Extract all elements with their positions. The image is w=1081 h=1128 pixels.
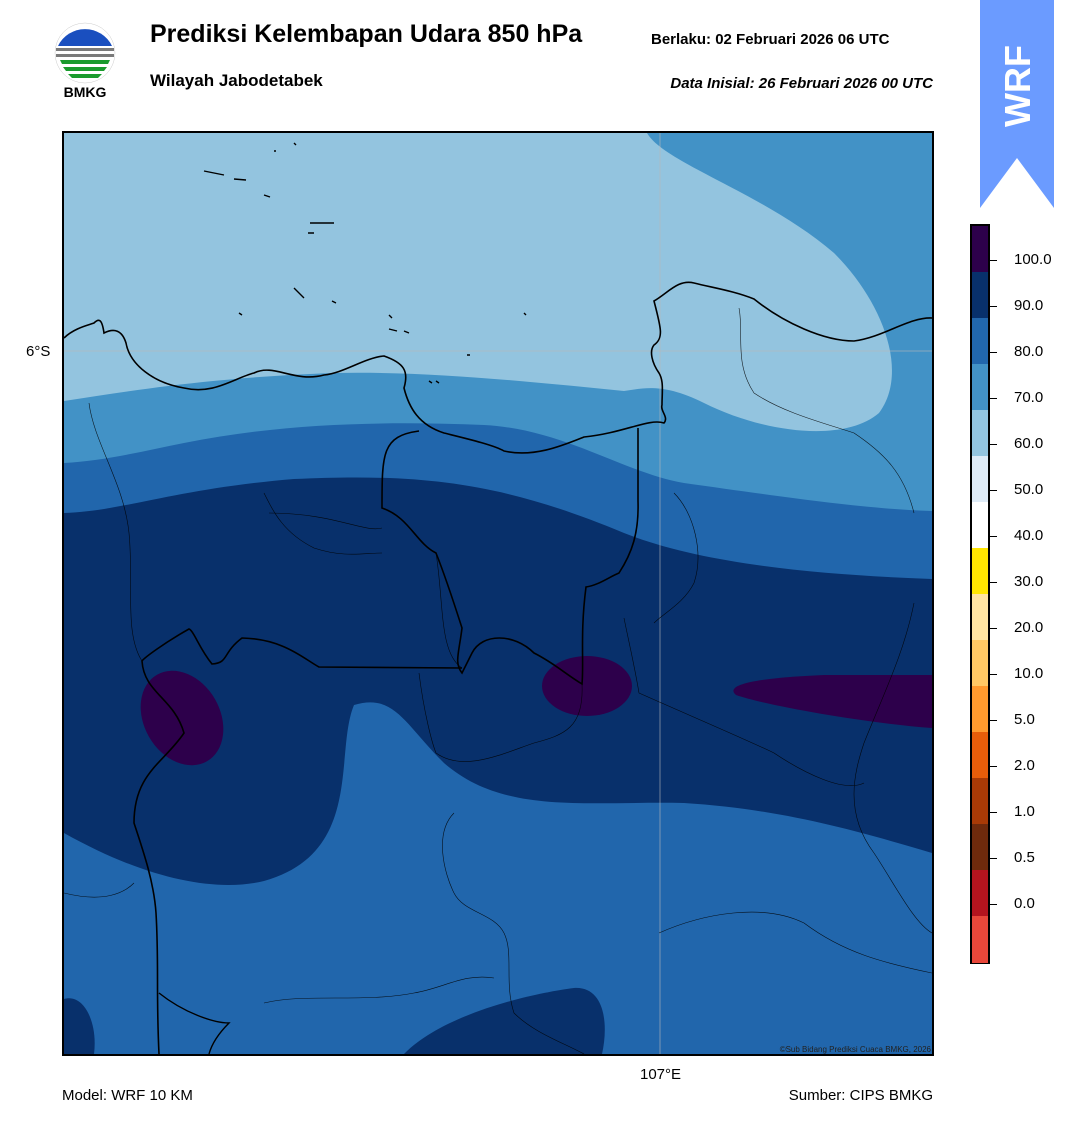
colorbar-tick (990, 582, 997, 583)
colorbar-tick-label: 90.0 (1014, 297, 1044, 314)
colorbar-segment (972, 318, 988, 365)
colorbar-segment (972, 686, 988, 733)
longitude-label: 107°E (640, 1066, 682, 1083)
colorbar-tick-label: 80.0 (1014, 343, 1044, 360)
wrf-badge-text: WRF (997, 45, 1038, 127)
contour-100-east (733, 675, 932, 728)
colorbar-tick-label: 70.0 (1014, 389, 1044, 406)
colorbar-tick (990, 444, 997, 445)
logo-text: BMKG (63, 84, 107, 100)
colorbar-segment (972, 778, 988, 825)
contour-60-70 (64, 133, 892, 432)
colorbar-tick (990, 306, 997, 307)
contour-90-100 (64, 477, 932, 885)
colorbar-segment (972, 456, 988, 503)
humidity-map[interactable] (62, 131, 934, 1056)
colorbar-tick (990, 720, 997, 721)
colorbar-segment (972, 824, 988, 871)
colorbar-segment (972, 272, 988, 319)
colorbar-tick (990, 352, 997, 353)
colorbar-tick-label: 0.0 (1014, 895, 1035, 912)
map-svg (64, 133, 932, 1054)
colorbar-tick-label: 5.0 (1014, 711, 1035, 728)
contour-100-center (542, 656, 632, 716)
province-border-banten (133, 628, 463, 1054)
colorbar-tick-label: 50.0 (1014, 481, 1044, 498)
colorbar-tick-label: 40.0 (1014, 527, 1044, 544)
colorbar-tick-label: 30.0 (1014, 573, 1044, 590)
colorbar-tick (990, 904, 997, 905)
colorbar-tick-label: 100.0 (1014, 251, 1052, 268)
colorbar-tick (990, 628, 997, 629)
thousand-islands (203, 142, 527, 384)
colorbar-tick (990, 858, 997, 859)
colorbar-segment (972, 502, 988, 549)
colorbar-tick-label: 1.0 (1014, 803, 1035, 820)
latitude-label: 6°S (26, 343, 51, 360)
district-borders (64, 307, 932, 1054)
colorbar-tick (990, 260, 997, 261)
contour-100-west (140, 670, 224, 766)
contour-90-100-sw (64, 998, 95, 1054)
colorbar-segment (972, 732, 988, 779)
bmkg-logo-icon (54, 22, 116, 84)
colorbar-segment (972, 364, 988, 411)
colorbar-tick-label: 10.0 (1014, 665, 1044, 682)
contour-90-100-s (404, 987, 605, 1054)
colorbar (970, 224, 990, 964)
colorbar-segment (972, 548, 988, 595)
source-label: Sumber: CIPS BMKG (788, 1087, 933, 1104)
colorbar-segment (972, 410, 988, 457)
colorbar-tick (990, 766, 997, 767)
wrf-badge: WRF (980, 0, 1054, 208)
colorbar-segment (972, 870, 988, 917)
model-label: Model: WRF 10 KM (62, 1087, 193, 1104)
coastline (64, 281, 932, 454)
colorbar-tick (990, 674, 997, 675)
colorbar-tick (990, 398, 997, 399)
colorbar-tick (990, 490, 997, 491)
region-label: Wilayah Jabodetabek (150, 71, 323, 90)
colorbar-tick-label: 2.0 (1014, 757, 1035, 774)
colorbar-tick-label: 60.0 (1014, 435, 1044, 452)
colorbar-tick (990, 536, 997, 537)
init-time: Data Inisial: 26 Februari 2026 00 UTC (670, 75, 933, 92)
colorbar-tick-label: 20.0 (1014, 619, 1044, 636)
colorbar-segment (972, 640, 988, 687)
colorbar-tick-label: 0.5 (1014, 849, 1035, 866)
colorbar-segment (972, 594, 988, 641)
province-border-sw (158, 992, 231, 1054)
colorbar-segment (972, 226, 988, 273)
valid-time: Berlaku: 02 Februari 2026 06 UTC (651, 31, 890, 48)
province-border-jakarta (381, 428, 639, 686)
colorbar-segment (972, 916, 988, 963)
map-title: Prediksi Kelembapan Udara 850 hPa (150, 20, 583, 48)
copyright-note: ©Sub Bidang Prediksi Cuaca BMKG, 2026 (779, 1045, 931, 1054)
colorbar-tick (990, 812, 997, 813)
